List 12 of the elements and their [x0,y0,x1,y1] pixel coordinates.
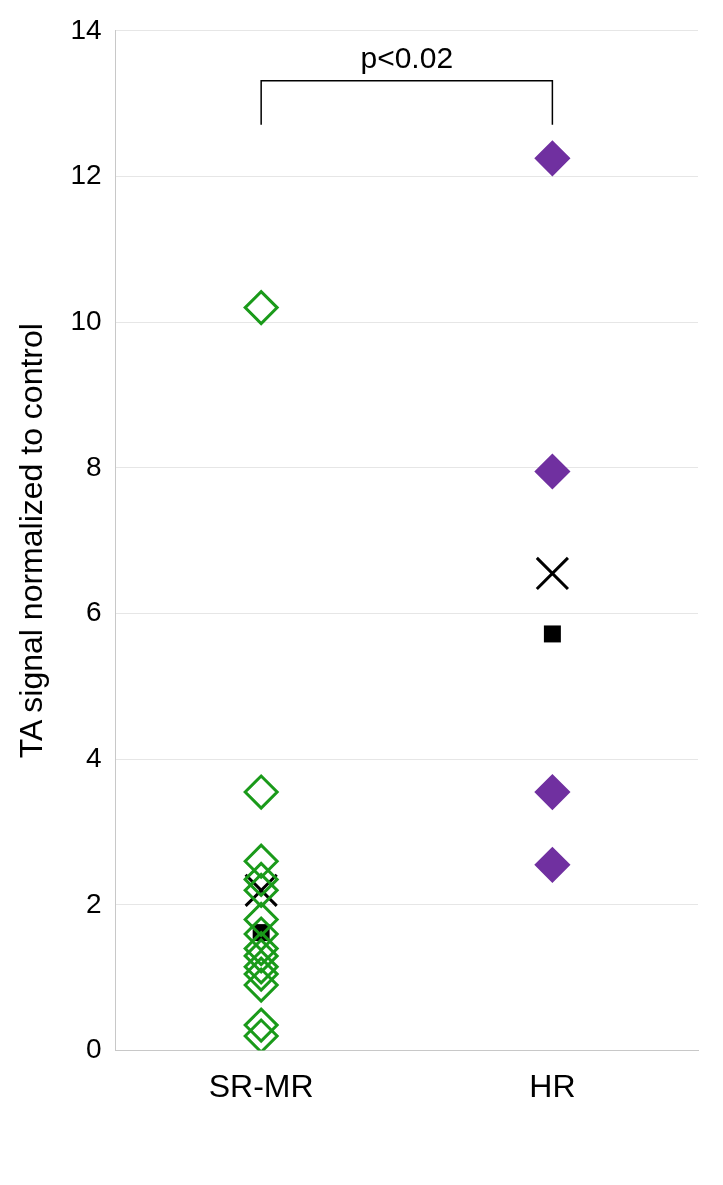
y-axis-title: TA signal normalized to control [13,323,50,759]
x-tick-label: SR-MR [208,1067,314,1104]
y-tick-label: 2 [85,887,102,919]
y-tick-label: 0 [85,1033,102,1065]
y-tick-label: 8 [85,450,102,482]
annotation: p<0.02 [360,41,454,75]
y-tick-label: 6 [85,596,102,628]
y-tick-label: 4 [85,741,102,773]
x-tick-label: HR [529,1067,576,1104]
y-tick-label: 14 [70,13,102,45]
y-tick-label: 10 [70,304,102,336]
y-tick-label: 12 [70,159,102,191]
